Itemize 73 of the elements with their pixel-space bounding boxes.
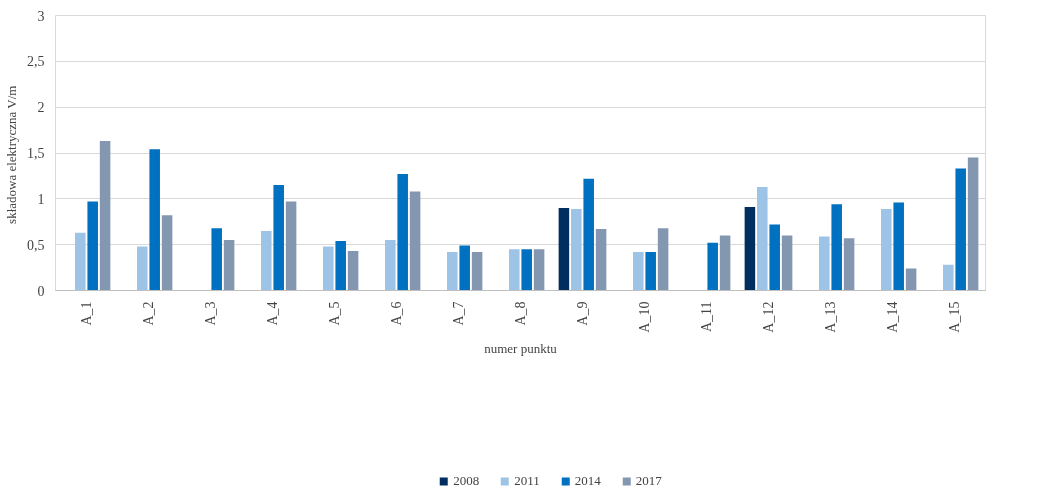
bar (571, 208, 582, 291)
bar (75, 232, 86, 291)
bar (409, 191, 421, 291)
bar (819, 236, 830, 291)
bar (323, 246, 334, 291)
x-tick-label: A_15 (947, 301, 962, 333)
bar (347, 251, 359, 291)
bar (831, 204, 842, 291)
x-tick-label: A_5 (327, 301, 342, 326)
x-tick-label: A_13 (823, 301, 838, 333)
bar (967, 157, 979, 291)
y-tick-label: 1 (37, 191, 45, 207)
y-tick-label: 2,5 (27, 54, 45, 70)
bar (781, 235, 793, 291)
y-tick-label: 2 (37, 100, 45, 116)
y-axis-title: składowa elektryczna V/m (4, 85, 19, 224)
bar (99, 141, 111, 291)
bar (955, 168, 966, 291)
bar (397, 174, 408, 291)
bar (905, 268, 917, 291)
legend-label: 2008 (453, 473, 480, 489)
bar (595, 229, 607, 291)
bar (161, 215, 173, 291)
bar (459, 245, 470, 291)
legend-label: 2017 (635, 473, 662, 489)
bar (533, 249, 545, 291)
bar (137, 246, 148, 291)
bar (385, 240, 396, 291)
bar (521, 249, 532, 291)
y-tick-label: 3 (37, 8, 45, 24)
y-tick-label: 0,5 (27, 237, 45, 253)
x-tick-label: A_6 (389, 301, 404, 326)
bar (757, 186, 768, 291)
x-tick-label: A_8 (513, 301, 528, 326)
bar (633, 252, 644, 291)
bar (943, 264, 954, 291)
bar (509, 249, 520, 291)
x-tick-label: A_10 (637, 301, 652, 333)
bar (881, 208, 892, 291)
bar (149, 149, 160, 291)
bar (707, 242, 718, 291)
bar (471, 252, 483, 291)
x-tick-label: A_14 (885, 301, 900, 333)
x-axis-title: numer punktu (484, 340, 558, 356)
bar (223, 240, 235, 291)
bar (285, 201, 297, 291)
bar (893, 202, 904, 291)
legend-label: 2011 (514, 473, 540, 489)
x-tick-label: A_2 (141, 301, 156, 326)
x-tick-label: A_12 (761, 301, 776, 333)
x-tick-label: A_7 (451, 301, 466, 326)
legend-label: 2014 (574, 473, 601, 489)
bar (335, 241, 346, 291)
bar (843, 238, 855, 291)
bar (273, 185, 284, 291)
bar (87, 201, 98, 291)
x-tick-label: A_11 (699, 301, 714, 333)
bar (261, 230, 272, 291)
x-tick-label: A_1 (79, 301, 94, 326)
x-tick-label: A_9 (575, 301, 590, 326)
bar (719, 235, 731, 291)
bar (447, 252, 458, 291)
bar (211, 228, 222, 291)
bar (645, 252, 656, 291)
x-tick-label: A_4 (265, 301, 280, 326)
bar (744, 207, 756, 291)
y-tick-label: 1,5 (27, 146, 45, 161)
bar (657, 228, 669, 291)
bar (769, 224, 780, 291)
x-tick-label: A_3 (203, 301, 218, 326)
bar (583, 178, 594, 291)
bar (558, 208, 570, 291)
y-tick-label: 0 (37, 283, 45, 299)
